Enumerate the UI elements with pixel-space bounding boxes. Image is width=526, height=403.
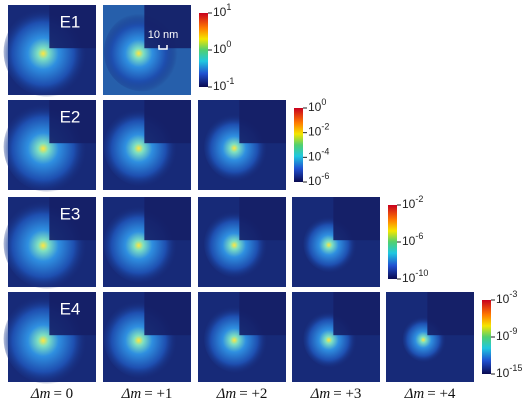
column-label: Δm= +1	[121, 386, 173, 402]
label-exponent: -1	[226, 76, 234, 86]
label-base: 10	[496, 292, 510, 306]
column-label: Δm= +3	[310, 386, 362, 402]
label-exponent: -6	[415, 231, 423, 241]
colorbar-label: 10-3	[496, 289, 517, 306]
colorbar	[388, 205, 397, 279]
colorbar-label: 10-9	[496, 326, 517, 343]
label-base: 10	[402, 234, 416, 248]
label-exponent: -2	[415, 194, 423, 204]
row-label: E1	[60, 12, 81, 31]
field-quadrant	[144, 197, 191, 240]
column-symbol: Δm	[310, 386, 331, 402]
label-exponent: -4	[321, 147, 329, 157]
label-exponent: -3	[509, 289, 517, 299]
label-exponent: -9	[509, 326, 517, 336]
label-base: 10	[213, 5, 227, 19]
label-exponent: 0	[226, 39, 231, 49]
label-base: 10	[496, 329, 510, 343]
colorbar-label: 10-10	[402, 268, 428, 285]
field-quadrant	[239, 197, 286, 240]
field-quadrant	[144, 292, 191, 335]
label-base: 10	[308, 125, 322, 139]
field-quadrant	[239, 100, 286, 143]
scale-bar-label: 10 nm	[148, 29, 179, 41]
row-label: E2	[60, 107, 81, 126]
label-exponent: 0	[321, 97, 326, 107]
column-symbol: Δm	[216, 386, 237, 402]
colorbar-label: 100	[308, 97, 326, 114]
label-base: 10	[213, 42, 227, 56]
label-base: 10	[402, 197, 416, 211]
colorbar-label: 100	[213, 39, 231, 56]
column-symbol: Δm	[30, 386, 51, 402]
figure: E110110010-1E210010-210-410-6E310-210-61…	[0, 0, 526, 403]
colorbar-label: 10-6	[402, 231, 423, 248]
label-base: 10	[402, 271, 416, 285]
field-quadrant	[333, 292, 380, 335]
column-value: = +3	[333, 386, 361, 402]
colorbar-label: 10-4	[308, 147, 329, 164]
column-symbol: Δm	[121, 386, 142, 402]
label-base: 10	[213, 79, 227, 93]
label-base: 10	[308, 150, 322, 164]
column-value: = +2	[239, 386, 267, 402]
label-exponent: 1	[226, 2, 231, 12]
field-quadrant	[333, 197, 380, 240]
column-value: = 0	[53, 386, 73, 402]
column-value: = +4	[427, 386, 456, 402]
column-label: Δm= +4	[404, 386, 456, 402]
field-quadrant	[144, 5, 191, 48]
colorbar-label: 10-1	[213, 76, 234, 93]
colorbar-label: 10-15	[496, 363, 522, 380]
column-label: Δm= 0	[30, 386, 73, 402]
colorbar	[482, 300, 491, 374]
label-exponent: -10	[415, 268, 428, 278]
label-exponent: -6	[321, 171, 329, 181]
field-quadrant	[427, 292, 474, 335]
colorbar-label: 10-6	[308, 171, 329, 188]
column-value: = +1	[144, 386, 172, 402]
label-base: 10	[496, 366, 510, 380]
label-exponent: -2	[321, 122, 329, 132]
colorbar-label: 10-2	[402, 194, 423, 211]
field-quadrant	[144, 100, 191, 143]
colorbar	[199, 13, 208, 87]
column-symbol: Δm	[404, 386, 425, 402]
row-label: E4	[60, 299, 81, 318]
column-label: Δm= +2	[216, 386, 268, 402]
row-label: E3	[60, 204, 81, 223]
colorbar	[294, 108, 303, 182]
label-base: 10	[308, 174, 322, 188]
label-base: 10	[308, 100, 322, 114]
colorbar-label: 10-2	[308, 122, 329, 139]
label-exponent: -15	[509, 363, 522, 373]
field-quadrant	[239, 292, 286, 335]
colorbar-label: 101	[213, 2, 231, 19]
